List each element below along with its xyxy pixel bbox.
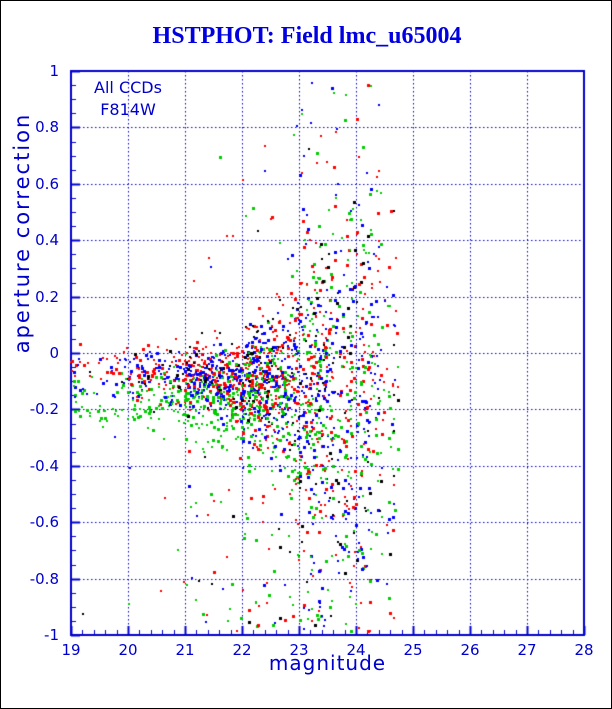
x-tick-label: 25 <box>403 641 423 659</box>
x-tick-label: 26 <box>460 641 480 659</box>
x-tick-label: 20 <box>118 641 138 659</box>
y-tick-label: 0.6 <box>35 174 59 193</box>
y-tick-label: -1 <box>44 626 59 644</box>
x-tick-label: 23 <box>289 641 309 659</box>
x-tick-label: 24 <box>346 641 366 659</box>
annotation-ccds: All CCDs <box>94 78 162 97</box>
y-tick-label: -0.6 <box>29 513 59 532</box>
x-tick-label: 22 <box>232 641 252 659</box>
y-tick-label: 0.8 <box>35 118 59 137</box>
y-tick-label: -0.2 <box>29 400 59 419</box>
x-tick-label: 19 <box>61 641 81 659</box>
plot-annotation: All CCDs F814W <box>94 77 162 121</box>
y-tick-label: 1 <box>49 62 59 80</box>
plot-title: HSTPHOT: Field lmc_u65004 <box>152 23 462 49</box>
x-axis-label: magnitude <box>268 651 387 675</box>
annotation-filter: F814W <box>100 100 156 119</box>
x-tick-label: 28 <box>574 641 594 659</box>
y-tick-label: 0.4 <box>35 231 59 250</box>
y-tick-label: -0.4 <box>29 456 59 475</box>
y-tick-label: 0 <box>49 344 59 362</box>
y-tick-label: 0.2 <box>35 287 59 306</box>
y-tick-label: -0.8 <box>29 569 59 588</box>
x-tick-label: 27 <box>517 641 537 659</box>
x-tick-label: 21 <box>175 641 195 659</box>
